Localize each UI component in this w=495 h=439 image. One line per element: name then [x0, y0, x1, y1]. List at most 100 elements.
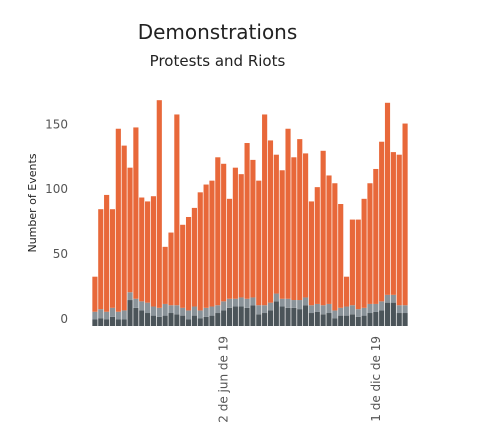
y-tick-label: 50 [53, 247, 68, 261]
bar-segment [145, 201, 151, 303]
bar-segment [127, 300, 133, 326]
bar-segment [390, 302, 396, 326]
bar-segment [133, 298, 139, 308]
bar-segment [279, 170, 285, 299]
bar-segment [191, 315, 197, 326]
bar-segment [308, 313, 315, 326]
bar-segment [121, 145, 127, 311]
bar-segment [320, 314, 326, 326]
bar-segment [285, 307, 291, 326]
bar-segment [279, 306, 285, 326]
bar-segment [221, 310, 227, 326]
bar-segment [384, 302, 391, 326]
bar-segment [373, 168, 379, 304]
bar-segment [396, 305, 402, 314]
bar-segment [215, 305, 221, 314]
bar-segment [244, 143, 250, 299]
bar-segment [390, 152, 396, 295]
bars [92, 100, 408, 326]
bar-segment [92, 319, 98, 326]
bar-segment [215, 157, 221, 306]
bar-segment [150, 196, 157, 307]
bar-segment [367, 183, 373, 304]
bar-segment [98, 309, 104, 319]
y-tick-label: 100 [45, 182, 68, 196]
bar-segment [291, 307, 297, 326]
bar-segment [145, 313, 151, 326]
bar-segment [297, 139, 303, 301]
bar-segment [279, 298, 285, 307]
bar-segment [367, 313, 373, 326]
bar-segment [250, 297, 256, 306]
bar-segment [127, 167, 133, 293]
bar-segment [373, 303, 379, 312]
y-axis: Number of Events 0 50 100 150 [26, 117, 68, 326]
bar-segment [308, 201, 315, 306]
bar-segment [238, 297, 244, 307]
bar-segment [314, 311, 320, 326]
bar-segment [209, 315, 215, 326]
bar-segment [267, 140, 274, 303]
bar-segment [115, 128, 121, 312]
bar-segment [232, 167, 238, 299]
bar-segment [297, 300, 303, 310]
bar-segment [203, 184, 209, 308]
bar-segment [191, 207, 197, 307]
bar-segment [174, 114, 180, 306]
bar-segment [162, 303, 168, 316]
bar-segment [203, 307, 209, 317]
bar-segment [104, 194, 110, 312]
bar-segment [332, 318, 338, 326]
bar-segment [402, 313, 408, 326]
bar-segment [256, 314, 262, 326]
bar-segment [221, 163, 227, 302]
bar-segment [349, 314, 355, 326]
x-tick-label: 1 de dic de 19 [369, 336, 383, 422]
bar-segment [156, 100, 162, 308]
bar-segment [115, 311, 121, 320]
bar-segment [191, 306, 197, 316]
bar-segment [121, 310, 127, 320]
bar-segment [226, 307, 233, 326]
bar-segment [326, 175, 332, 304]
bar-segment [250, 305, 256, 326]
bar-segment [127, 292, 133, 301]
chart-subtitle: Protests and Riots [149, 52, 286, 70]
bar-segment [109, 209, 116, 308]
bar-segment [121, 319, 127, 326]
bar-segment [361, 307, 367, 316]
bar-segment [343, 306, 350, 316]
bar-segment [209, 180, 215, 307]
bar-segment [338, 204, 344, 308]
bar-segment [139, 197, 145, 302]
x-tick-label: 2 de jun de 19 [217, 336, 231, 423]
bar-segment [402, 123, 408, 306]
y-tick-labels: 0 50 100 150 [45, 117, 68, 326]
bar-segment [185, 216, 192, 311]
bar-segment [133, 307, 139, 326]
bar-segment [349, 219, 355, 306]
bar-segment [180, 224, 186, 308]
bar-segment [332, 183, 338, 311]
bar-segment [262, 313, 268, 326]
bar-segment [303, 297, 309, 306]
bar-segment [285, 298, 291, 308]
bar-segment [197, 318, 203, 326]
bar-segment [185, 319, 192, 326]
bar-segment [396, 154, 402, 306]
bar-segment [349, 305, 355, 315]
bar-segment [396, 313, 402, 326]
bar-segment [226, 198, 233, 299]
bar-segment [355, 309, 361, 317]
bar-segment [185, 310, 192, 320]
bar-segment [332, 310, 338, 319]
bar-segment [273, 293, 279, 302]
bar-segment [98, 209, 104, 310]
bar-segment [109, 307, 116, 317]
bar-segment [145, 302, 151, 314]
bar-segment [98, 318, 104, 326]
bar-segment [384, 294, 391, 303]
bar-segment [197, 310, 203, 319]
bar-segment [150, 315, 157, 326]
